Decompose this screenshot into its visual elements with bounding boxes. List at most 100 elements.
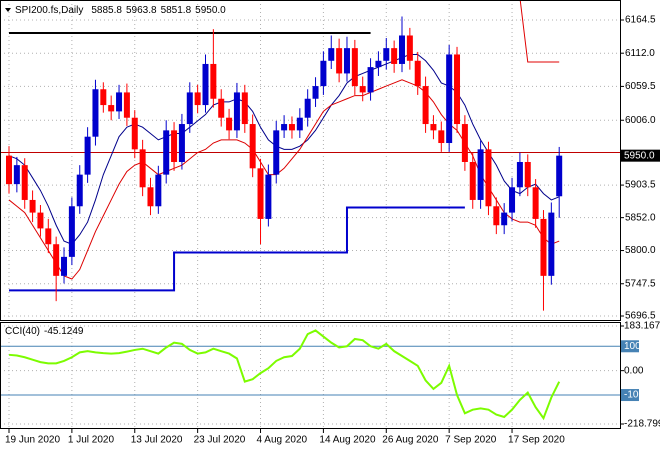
candle-body	[116, 92, 123, 112]
candle-body	[454, 54, 461, 125]
overlay-line	[9, 206, 465, 292]
candle-body	[532, 187, 539, 219]
candle-body	[469, 161, 476, 200]
overlay-line	[8, 53, 560, 245]
candle-body	[194, 92, 201, 106]
x-tick-label: 26 Aug 2020	[382, 435, 439, 446]
symbol: SPI200.fs,Daily	[15, 5, 83, 16]
level-box	[621, 340, 639, 353]
candle-body	[312, 86, 319, 99]
y-tick-label: 6112.0	[625, 48, 655, 59]
y-tick-label: 6006.0	[625, 115, 656, 126]
y-tick-label: -100	[624, 390, 644, 401]
candle-body	[265, 174, 272, 219]
candle-body	[288, 124, 295, 131]
candle-body	[477, 149, 484, 200]
candle-body	[406, 35, 413, 61]
candle-body	[202, 63, 209, 106]
candle-body	[320, 60, 327, 87]
candle-body	[257, 168, 264, 219]
overlay-line	[519, 0, 560, 63]
candle-body	[108, 105, 115, 112]
candle-body	[367, 67, 374, 93]
candle-body	[336, 48, 343, 74]
candle-body	[233, 92, 240, 131]
cci-value: -45.1249	[44, 326, 84, 337]
candle-body	[548, 212, 555, 276]
cci-header: CCI(40) -45.1249	[5, 326, 84, 337]
cci-title: CCI(40)	[5, 326, 40, 337]
candle-body	[343, 48, 350, 74]
candle-body	[501, 212, 508, 226]
y-tick-label: 5903.5	[625, 180, 656, 191]
price-box	[621, 149, 660, 162]
cci-panel-frame	[0, 322, 621, 429]
candle-body	[351, 48, 358, 87]
price-box-label: 5950.0	[624, 150, 655, 161]
candle-body	[68, 206, 75, 257]
low-value: 5851.8	[161, 5, 192, 16]
candle-body	[13, 165, 20, 185]
candle-body	[540, 218, 547, 276]
x-tick-label: 7 Sep 2020	[445, 435, 497, 446]
candle-body	[281, 124, 288, 131]
candle-body	[375, 60, 382, 68]
candle-body	[131, 117, 138, 150]
open-value: 5885.8	[91, 5, 122, 16]
candle-body	[155, 174, 162, 207]
y-tick-label: 6059.5	[625, 81, 656, 92]
y-tick-label: 0.00	[624, 365, 644, 376]
y-tick-label: 5852.0	[625, 212, 656, 223]
candle-body	[383, 48, 390, 61]
menu-arrow[interactable]	[5, 8, 11, 12]
candle-body	[226, 117, 233, 131]
candle-body	[556, 155, 563, 197]
candle-body	[446, 54, 453, 144]
candle-body	[147, 187, 154, 207]
candle-body	[100, 89, 107, 106]
x-tick-label: 4 Aug 2020	[257, 435, 308, 446]
candle-body	[485, 149, 492, 207]
candle-body	[438, 130, 445, 144]
candle-body	[273, 130, 280, 175]
candle-body	[414, 60, 421, 87]
candle-body	[430, 124, 437, 131]
x-tick-label: 1 Jul 2020	[68, 435, 115, 446]
candle-body	[241, 92, 248, 125]
y-tick-label: 6164.5	[625, 15, 656, 26]
candle-body	[461, 124, 468, 162]
y-tick-label: 5800.0	[625, 245, 656, 256]
candle-body	[493, 206, 500, 226]
candle-body	[163, 130, 170, 175]
y-tick-label: -218.799	[624, 419, 660, 430]
candle-body	[359, 86, 366, 93]
candle-body	[139, 149, 146, 188]
candle-body	[21, 165, 28, 200]
indicator-line	[8, 329, 561, 421]
high-value: 5963.8	[126, 5, 157, 16]
candle-body	[422, 86, 429, 125]
candle-body	[178, 124, 185, 162]
y-tick-label: 100	[624, 341, 641, 352]
candle-body	[76, 174, 83, 207]
x-tick-label: 23 Jul 2020	[194, 435, 246, 446]
candle-body	[524, 161, 531, 188]
y-tick-label: 5747.5	[625, 278, 656, 289]
candle-body	[45, 228, 52, 245]
x-tick-label: 17 Sep 2020	[508, 435, 565, 446]
candle-body	[37, 212, 44, 229]
candle-body	[171, 130, 178, 162]
close-value: 5950.0	[195, 5, 226, 16]
y-tick-label: 183.1673	[624, 321, 660, 332]
candle-body	[53, 244, 60, 276]
candle-body	[61, 256, 68, 276]
candle-body	[92, 89, 99, 137]
candle-body	[391, 48, 398, 64]
candle-body	[304, 98, 311, 118]
y-tick-label: 5696.5	[625, 311, 656, 322]
candle-body	[509, 187, 516, 213]
candle-body	[218, 98, 225, 118]
candle-body	[84, 136, 91, 175]
candle-body	[186, 92, 193, 125]
price-panel-frame	[0, 0, 621, 321]
